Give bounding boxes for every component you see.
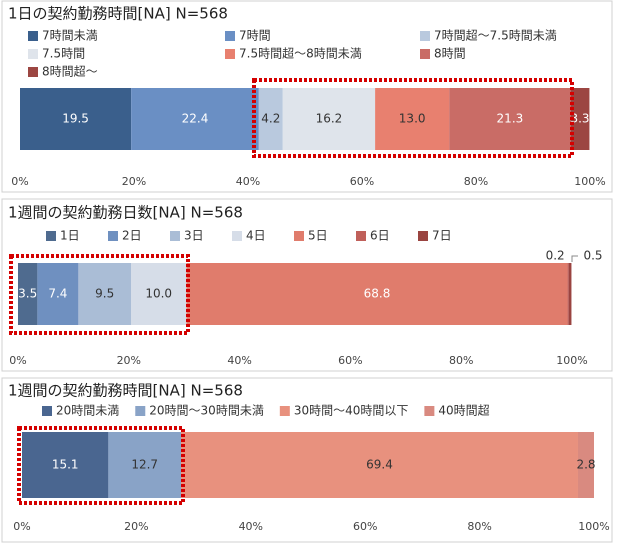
bar-segment — [577, 432, 594, 498]
x-tick-label: 0% — [11, 175, 28, 188]
value-label: 21.3 — [497, 112, 524, 126]
legend-label: 20時間～30時間未満 — [149, 404, 264, 418]
legend-label: 40時間超 — [438, 403, 489, 418]
x-tick-label: 100% — [556, 354, 587, 367]
x-tick-label: 20% — [117, 354, 141, 367]
x-tick-label: 0% — [9, 354, 26, 367]
legend-swatch — [356, 231, 366, 241]
legend-swatch — [294, 231, 304, 241]
x-tick-label: 60% — [353, 520, 377, 533]
legend-label: 7時間超～7.5時間未満 — [434, 28, 557, 43]
bar-segment — [131, 88, 259, 150]
legend-label: 1日 — [60, 229, 80, 243]
bar-segment — [108, 432, 182, 498]
x-tick-label: 40% — [227, 354, 251, 367]
legend-swatch — [108, 231, 118, 241]
chart-title: 1日の契約勤務時間[NA] N=568 — [8, 5, 228, 23]
legend-label: 2日 — [122, 229, 142, 243]
value-label: 10.0 — [145, 287, 172, 301]
legend-swatch — [420, 49, 430, 59]
highlight-box — [252, 78, 574, 158]
x-tick-label: 40% — [239, 520, 263, 533]
x-tick-label: 40% — [236, 175, 260, 188]
value-label: 0.2 — [546, 249, 565, 263]
legend-swatch — [424, 406, 435, 416]
value-label: 0.5 — [583, 249, 602, 263]
legend-swatch — [225, 49, 235, 59]
legend-swatch — [279, 406, 290, 416]
legend-swatch — [418, 231, 428, 241]
bar-segment — [22, 432, 109, 498]
x-tick-label: 60% — [338, 354, 362, 367]
x-tick-label: 80% — [464, 175, 488, 188]
value-label: 12.7 — [131, 458, 158, 472]
legend-swatch — [232, 231, 242, 241]
bar-segment — [20, 88, 132, 150]
x-tick-label: 60% — [350, 175, 374, 188]
leader-line — [571, 255, 578, 262]
value-label: 68.8 — [364, 287, 391, 301]
legend-swatch — [42, 406, 52, 416]
bar-segment — [258, 88, 283, 150]
bar-segment — [78, 263, 132, 325]
bar-segment — [570, 88, 590, 150]
value-label: 3.3 — [570, 112, 589, 126]
legend-label: 3日 — [184, 229, 204, 243]
bar-segment — [18, 263, 38, 325]
x-tick-label: 80% — [467, 520, 491, 533]
legend-label: 4日 — [246, 229, 266, 243]
legend-label: 7時間 — [239, 29, 271, 43]
legend-swatch — [225, 31, 235, 41]
bar-segment — [37, 263, 79, 325]
bar-segment — [568, 263, 572, 325]
x-tick-label: 100% — [574, 175, 605, 188]
highlight-box — [17, 426, 185, 505]
legend-label: 30時間～40時間以下 — [294, 404, 409, 418]
bar-segment — [567, 263, 569, 325]
x-tick-label: 20% — [122, 175, 146, 188]
legend-label: 7.5時間 — [42, 47, 85, 61]
legend-swatch — [135, 406, 146, 416]
bar-segment — [186, 263, 568, 325]
value-label: 13.0 — [399, 112, 426, 126]
legend-label: 7時間未満 — [42, 29, 98, 43]
value-label: 15.1 — [52, 458, 79, 472]
legend-label: 6日 — [370, 229, 390, 243]
value-label: 9.5 — [95, 287, 114, 301]
legend-swatch — [46, 231, 56, 241]
chart-title: 1週間の契約勤務時間[NA] N=568 — [8, 382, 243, 400]
value-label: 22.4 — [182, 112, 209, 126]
value-label: 2.8 — [576, 458, 595, 472]
x-tick-label: 100% — [578, 520, 609, 533]
legend-swatch — [28, 67, 38, 77]
value-label: 4.2 — [261, 112, 280, 126]
value-label: 3.5 — [18, 287, 37, 301]
value-label: 69.4 — [366, 458, 393, 472]
x-tick-label: 80% — [449, 354, 473, 367]
highlight-box — [9, 254, 190, 335]
x-tick-label: 0% — [13, 520, 30, 533]
legend-swatch — [28, 31, 38, 41]
legend-swatch — [170, 231, 180, 241]
value-label: 16.2 — [316, 112, 343, 126]
bar-segment — [449, 88, 571, 150]
x-tick-label: 20% — [124, 520, 148, 533]
legend-label: 8時間 — [434, 47, 466, 61]
legend-swatch — [420, 31, 430, 41]
legend-label: 20時間未満 — [56, 404, 119, 418]
bar-segment — [282, 88, 376, 150]
value-label: 19.5 — [62, 112, 89, 126]
charts: 1日の契約勤務時間[NA] N=568 7時間未満 7時間 7時間超～7.5時間未満 7… — [8, 5, 610, 534]
chart-title: 1週間の契約勤務日数[NA] N=568 — [8, 204, 243, 222]
legend-swatch — [28, 49, 38, 59]
bar-segment — [131, 263, 187, 325]
legend-label: 7日 — [432, 229, 452, 243]
bar-segment — [375, 88, 450, 150]
legend-label: 5日 — [308, 229, 328, 243]
bar-segment — [181, 432, 578, 498]
legend-label: 7.5時間超～8時間未満 — [239, 46, 362, 61]
value-label: 7.4 — [48, 287, 67, 301]
legend-label: 8時間超～ — [42, 64, 98, 79]
